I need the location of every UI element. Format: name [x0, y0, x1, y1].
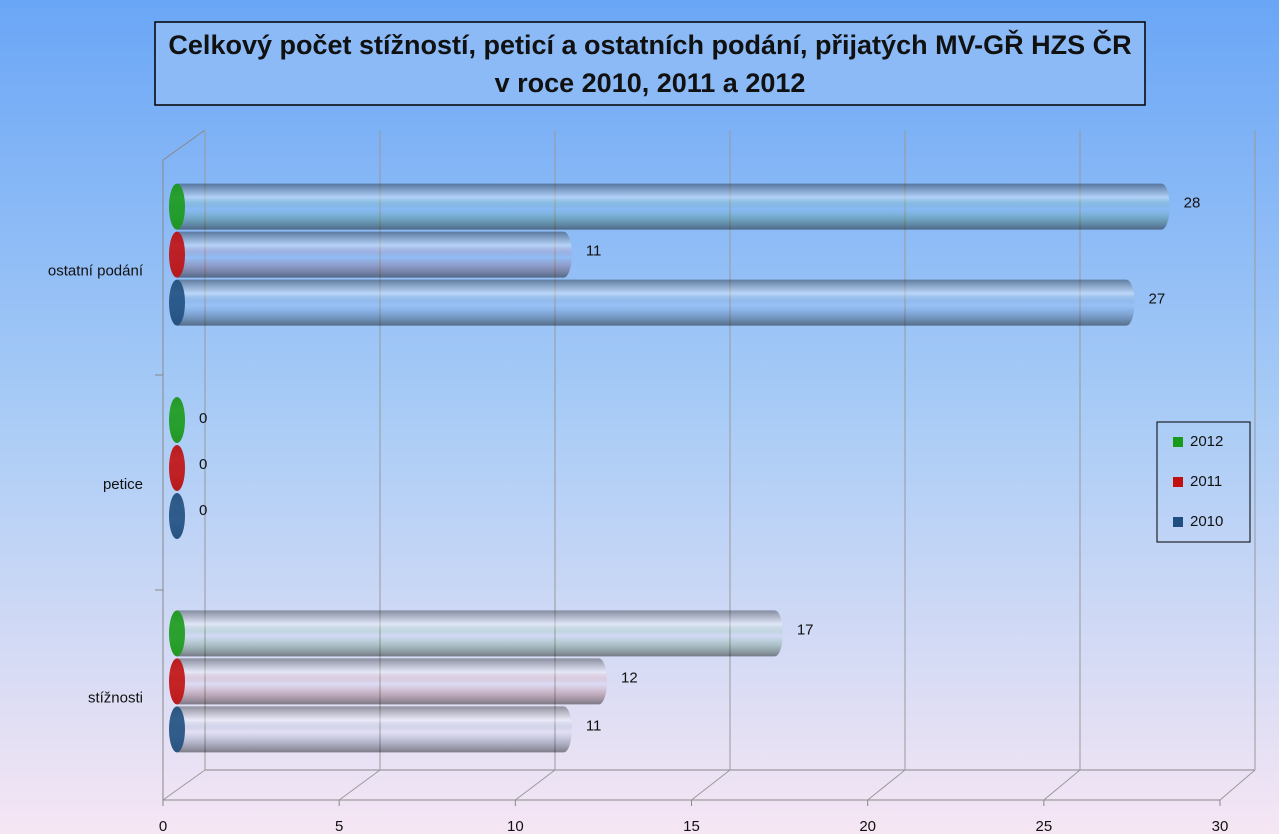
bar-base: [169, 231, 185, 278]
y-tick-label: ostatní podání: [48, 263, 144, 280]
value-label: 17: [797, 621, 814, 638]
x-tick-label: 25: [1035, 818, 1052, 834]
plot: 0 5 10 15 20 25 30 stížnosti 17 12 11 petice 0 0 0 osta…: [48, 129, 1256, 834]
axis-line: [162, 129, 206, 161]
value-label: 28: [1184, 195, 1201, 212]
bar-base: [169, 706, 185, 753]
value-label: 27: [1149, 291, 1166, 308]
legend-swatch: [1173, 517, 1183, 527]
bar: [169, 706, 572, 753]
legend-label: 2012: [1190, 433, 1223, 450]
x-tick-label: 5: [335, 818, 343, 834]
bar: [169, 279, 1135, 326]
legend-label: 2010: [1190, 513, 1223, 530]
legend-swatch: [1173, 477, 1183, 487]
bar-base: [169, 279, 185, 326]
legend-label: 2011: [1190, 473, 1222, 490]
value-label: 0: [199, 502, 207, 519]
grid-line: [515, 769, 556, 801]
legend-swatch: [1173, 437, 1183, 447]
y-tick-label: stížnosti: [88, 689, 143, 706]
value-label: 12: [621, 669, 638, 686]
value-label: 0: [199, 456, 207, 473]
title-box: [154, 21, 1146, 106]
bar-base: [169, 397, 185, 443]
bar-base: [169, 658, 185, 705]
bar: [169, 610, 783, 657]
bar-base: [169, 445, 185, 491]
value-label: 11: [586, 717, 602, 734]
x-tick-label: 20: [859, 818, 876, 834]
grid-line: [338, 769, 381, 801]
x-tick-label: 0: [159, 818, 167, 834]
x-tick-label: 10: [507, 818, 524, 834]
grid-line: [1219, 769, 1256, 801]
grid-line: [1043, 769, 1081, 801]
bar: [169, 183, 1170, 230]
bar-base: [169, 610, 185, 657]
x-tick-label: 30: [1212, 818, 1229, 834]
value-label: 11: [586, 243, 602, 260]
legend-box: [1156, 421, 1251, 543]
value-label: 0: [199, 410, 207, 427]
bar-base: [169, 493, 185, 539]
chart-title: v roce 2010, 2011 a 2012: [495, 68, 806, 98]
bar-base: [169, 183, 185, 230]
chart-title: Celkový počet stížností, peticí a ostatn…: [168, 29, 1131, 60]
bar: [169, 231, 572, 278]
x-tick-label: 15: [683, 818, 700, 834]
grid-line: [162, 769, 206, 801]
grid-line: [691, 769, 731, 801]
grid-line: [867, 769, 906, 801]
y-tick-label: petice: [103, 476, 143, 493]
bar: [169, 658, 607, 705]
